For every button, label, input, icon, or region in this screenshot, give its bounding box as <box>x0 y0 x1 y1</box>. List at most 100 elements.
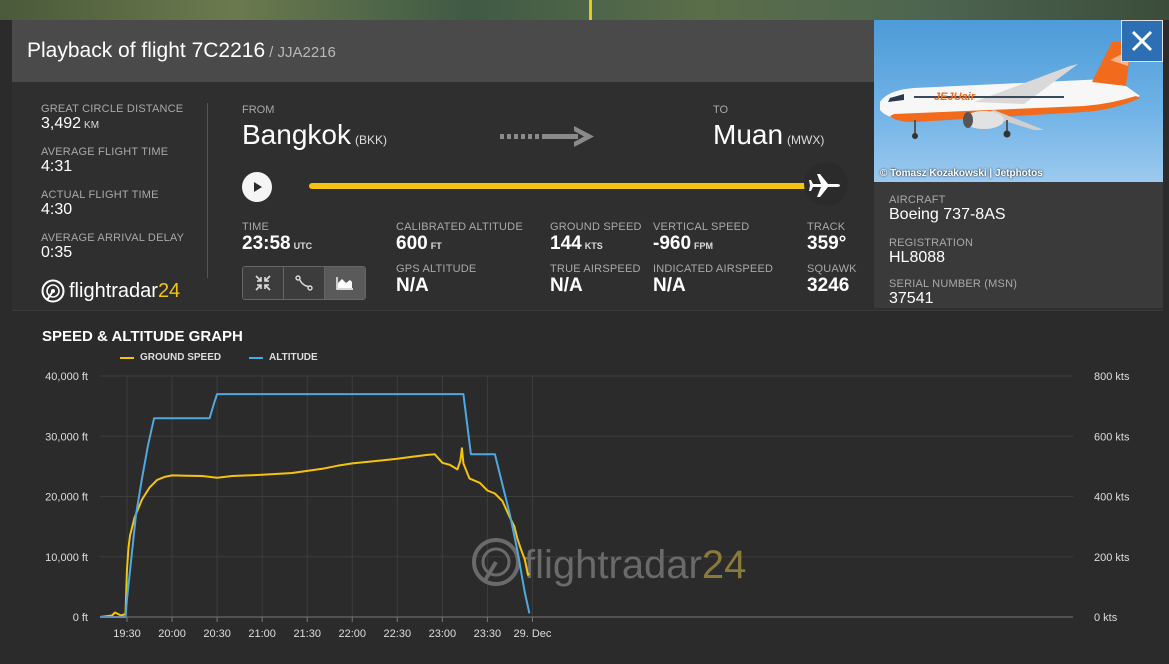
squawk-value: 3246 <box>807 275 850 296</box>
x-tick-label: 19:30 <box>113 628 141 640</box>
great-circle-distance-label: GREAT CIRCLE DISTANCE <box>41 103 184 115</box>
collapse-arrows-icon <box>255 275 271 291</box>
right-axis-tick-label: 0 kts <box>1094 612 1118 624</box>
logo-text-main: flightradar <box>69 279 158 302</box>
average-arrival-delay-label: AVERAGE ARRIVAL DELAY <box>41 232 185 244</box>
calibrated-altitude-unit: FT <box>430 241 442 251</box>
true-airspeed-label: TRUE AIRSPEED <box>550 263 641 275</box>
map-background <box>0 0 1169 20</box>
x-tick-label: 21:30 <box>293 628 321 640</box>
flight-title: Playback of flight 7C2216 <box>27 39 266 62</box>
left-axis-tick-label: 30,000 ft <box>45 431 88 443</box>
legend-ground-speed[interactable]: GROUND SPEED <box>120 352 221 363</box>
great-circle-distance-unit: KM <box>84 120 100 131</box>
watermark-24: 24 <box>702 543 747 587</box>
series-line-altitude <box>100 393 531 618</box>
photo-credit[interactable]: © Tomasz Kozakowski | Jetphotos <box>880 168 1043 179</box>
legend-altitude-label: ALTITUDE <box>269 352 318 363</box>
to-label: TO <box>713 104 729 116</box>
flightradar24-watermark: flightradar24 <box>472 538 746 587</box>
legend-ground-speed-swatch <box>120 356 134 359</box>
from-label: FROM <box>242 104 275 116</box>
ground-speed-unit: KTS <box>584 241 603 251</box>
registration-value: HL8088 <box>889 249 946 266</box>
play-button[interactable] <box>242 172 272 202</box>
origin-code: (BKK) <box>354 133 387 147</box>
view-mode-toggle <box>242 266 366 300</box>
metric-calibrated-altitude: CALIBRATED ALTITUDE 600 FT <box>396 221 523 255</box>
column-divider <box>207 103 208 278</box>
serial-value: 37541 <box>889 290 934 307</box>
close-button[interactable] <box>1121 20 1163 62</box>
page-title: Playback of flight 7C2216/ JJA2216 <box>27 39 336 63</box>
svg-text:flightradar24: flightradar24 <box>524 543 746 587</box>
right-axis-tick-label: 400 kts <box>1094 492 1130 504</box>
left-axis-tick-label: 20,000 ft <box>45 492 88 504</box>
title-bar: Playback of flight 7C2216/ JJA2216 <box>12 20 874 82</box>
collapse-view-button[interactable] <box>243 267 284 299</box>
aircraft-info-panel: AIRCRAFT Boeing 737-8AS REGISTRATION HL8… <box>874 182 1163 308</box>
gps-altitude-label: GPS ALTITUDE <box>396 263 477 275</box>
left-axis-tick-label: 0 ft <box>73 612 88 624</box>
actual-flight-time-label: ACTUAL FLIGHT TIME <box>41 189 159 201</box>
aircraft-label: AIRCRAFT <box>889 194 946 206</box>
right-axis-tick-label: 200 kts <box>1094 552 1130 564</box>
left-axis-tick-label: 40,000 ft <box>45 371 88 383</box>
legend-altitude[interactable]: ALTITUDE <box>249 352 318 363</box>
indicated-airspeed-value: N/A <box>653 275 686 296</box>
metric-true-airspeed: TRUE AIRSPEED N/A <box>550 263 641 297</box>
registration-block: REGISTRATION HL8088 <box>889 237 973 267</box>
graph-view-button[interactable] <box>325 267 365 299</box>
great-circle-distance: GREAT CIRCLE DISTANCE 3,492 KM <box>41 103 183 133</box>
x-tick-label: 29. Dec <box>513 628 551 640</box>
track-value: 359° <box>807 233 847 254</box>
origin-city: Bangkok (BKK) <box>242 119 387 151</box>
destination-city-name: Muan <box>713 119 784 150</box>
legend-ground-speed-label: GROUND SPEED <box>140 352 222 363</box>
x-tick-label: 20:30 <box>203 628 231 640</box>
metric-ground-speed: GROUND SPEED 144 KTS <box>550 221 642 255</box>
play-icon <box>254 182 262 192</box>
actual-flight-time: ACTUAL FLIGHT TIME 4:30 <box>41 189 159 219</box>
destination-code: (MWX) <box>787 133 825 147</box>
x-tick-label: 23:00 <box>429 628 457 640</box>
area-chart-icon <box>336 277 353 290</box>
logo-text-24: 24 <box>157 279 181 302</box>
series-line-ground-speed <box>99 447 531 618</box>
time-value: 23:58 <box>242 233 291 254</box>
registration-label: REGISTRATION <box>889 237 974 249</box>
playback-progress-bar[interactable] <box>309 183 829 189</box>
legend-altitude-swatch <box>249 356 263 359</box>
aircraft-value: Boeing 737-8AS <box>889 206 1006 223</box>
speed-altitude-graph-panel: SPEED & ALTITUDE GRAPH GROUND SPEED ALTI… <box>12 310 1163 664</box>
serial-label: SERIAL NUMBER (MSN) <box>889 278 1018 290</box>
average-flight-time-value: 4:31 <box>41 158 73 175</box>
time-unit: UTC <box>293 241 313 251</box>
average-arrival-delay: AVERAGE ARRIVAL DELAY 0:35 <box>41 232 184 262</box>
average-arrival-delay-value: 0:35 <box>41 244 73 261</box>
gps-altitude-value: N/A <box>396 275 429 296</box>
x-tick-label: 22:30 <box>384 628 412 640</box>
close-icon <box>1131 30 1153 52</box>
flightradar24-logo[interactable]: flightradar24 <box>41 279 180 303</box>
vertical-speed-label: VERTICAL SPEED <box>653 221 750 233</box>
aircraft-photo-image: JEJUair <box>880 40 1140 139</box>
origin-city-name: Bangkok <box>242 119 351 150</box>
metric-indicated-airspeed: INDICATED AIRSPEED N/A <box>653 263 773 297</box>
vertical-speed-value: -960 <box>653 233 692 254</box>
radar-logo-icon <box>41 279 65 303</box>
x-tick-label: 21:00 <box>248 628 276 640</box>
right-axis-tick-label: 800 kts <box>1094 371 1130 383</box>
ground-speed-label: GROUND SPEED <box>550 221 642 233</box>
x-tick-label: 22:00 <box>338 628 366 640</box>
great-circle-distance-value: 3,492 <box>41 115 82 132</box>
metric-vertical-speed: VERTICAL SPEED -960 FPM <box>653 221 749 255</box>
route-view-button[interactable] <box>284 267 325 299</box>
indicated-airspeed-label: INDICATED AIRSPEED <box>653 263 774 275</box>
playback-plane-handle[interactable] <box>804 162 848 206</box>
true-airspeed-value: N/A <box>550 275 583 296</box>
vertical-speed-unit: FPM <box>694 241 714 251</box>
calibrated-altitude-label: CALIBRATED ALTITUDE <box>396 221 523 233</box>
track-label: TRACK <box>807 221 846 233</box>
watermark-main: flightradar <box>524 543 702 587</box>
